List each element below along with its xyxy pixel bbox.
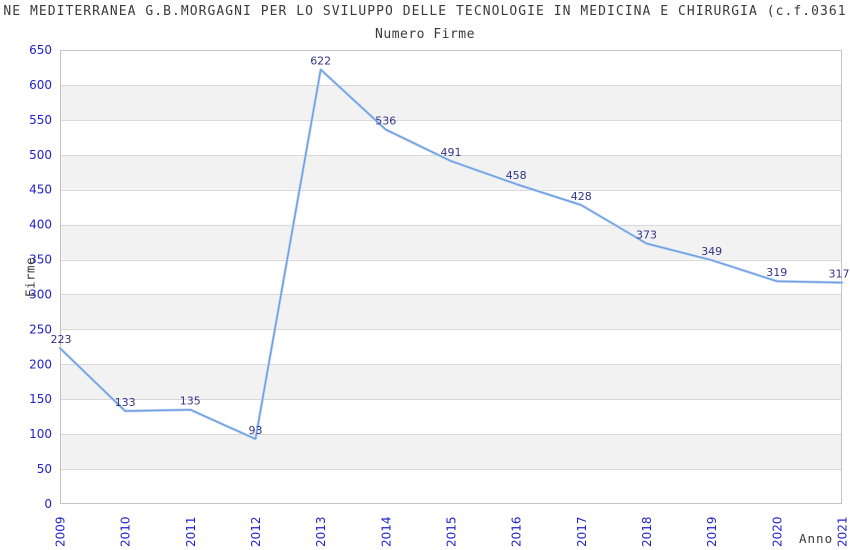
y-tick-label: 400 <box>29 218 52 232</box>
plot-band <box>60 50 842 85</box>
x-tick-label: 2016 <box>510 516 524 547</box>
data-label: 319 <box>766 266 787 279</box>
x-tick-label: 2009 <box>54 516 68 547</box>
series-line <box>59 68 843 440</box>
y-tick-label: 100 <box>29 427 52 441</box>
y-tick-label: 150 <box>29 392 52 406</box>
plot-band <box>60 469 842 504</box>
data-label: 317 <box>829 268 850 281</box>
plot-band <box>60 434 842 470</box>
y-tick-label: 350 <box>29 253 52 267</box>
y-tick-label: 200 <box>29 357 52 371</box>
y-tick-label: 600 <box>29 78 52 92</box>
y-tick-label: 550 <box>29 113 52 127</box>
y-tick-label: 250 <box>29 322 52 336</box>
data-label: 135 <box>180 395 201 408</box>
x-tick-label: 2010 <box>119 516 133 547</box>
y-axis-title: Firme <box>22 256 38 298</box>
y-tick-label: 300 <box>29 288 52 302</box>
plot-band <box>60 294 842 330</box>
plot-border <box>60 50 842 504</box>
data-label: 536 <box>375 115 396 128</box>
data-label: 491 <box>441 146 462 159</box>
plot-band <box>60 329 842 365</box>
y-tick-label: 50 <box>37 462 52 476</box>
data-label: 428 <box>571 190 592 203</box>
data-label: 622 <box>310 55 331 68</box>
data-label: 349 <box>701 245 722 258</box>
plot-band <box>60 259 842 295</box>
plot-band <box>60 84 842 120</box>
plot-band <box>60 364 842 400</box>
x-tick-label: 2017 <box>575 516 589 547</box>
plot-band <box>60 119 842 155</box>
data-label: 133 <box>115 396 136 409</box>
x-tick-label: 2020 <box>770 516 784 547</box>
plot-band <box>60 399 842 435</box>
x-axis-title: Anno <box>799 531 834 546</box>
x-tick-label: 2015 <box>445 516 459 547</box>
y-tick-label: 450 <box>29 183 52 197</box>
data-label: 373 <box>636 229 657 242</box>
x-tick-label: 2013 <box>314 516 328 547</box>
y-tick-label: 500 <box>29 148 52 162</box>
x-tick-label: 2012 <box>249 516 263 547</box>
x-tick-label: 2018 <box>640 516 654 547</box>
data-label: 93 <box>249 424 263 437</box>
y-tick-label: 0 <box>44 497 52 511</box>
plot-band <box>60 189 842 225</box>
plot-band <box>60 224 842 260</box>
y-tick-label: 650 <box>29 43 52 57</box>
x-tick-label: 2019 <box>705 516 719 547</box>
x-tick-label: 2021 <box>836 516 850 547</box>
x-tick-label: 2011 <box>184 516 198 547</box>
chart-title: NE MEDITERRANEA G.B.MORGAGNI PER LO SVIL… <box>3 4 847 19</box>
data-label: 223 <box>51 333 72 346</box>
data-label: 458 <box>506 169 527 182</box>
x-tick-label: 2014 <box>379 516 393 547</box>
chart-subtitle: Numero Firme <box>375 27 475 42</box>
